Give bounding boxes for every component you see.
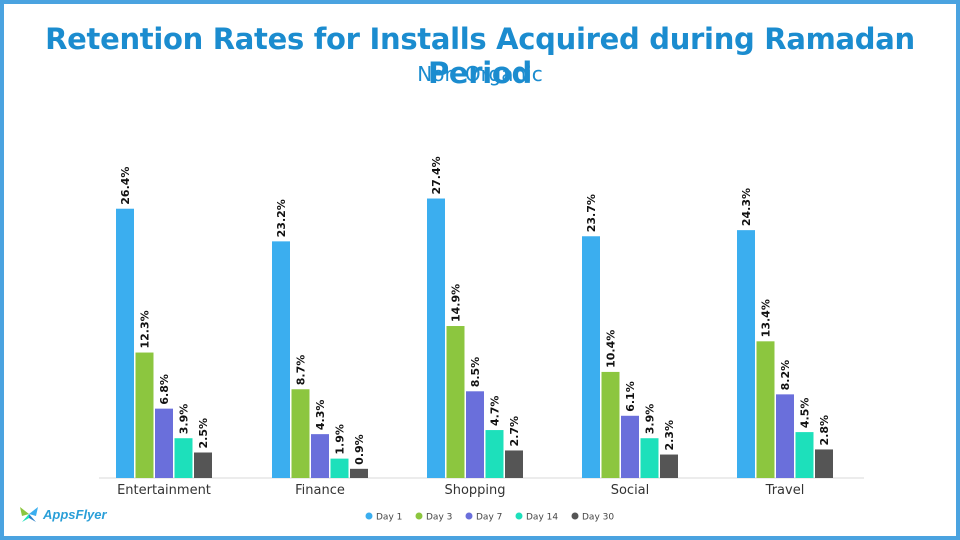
category-label: Entertainment	[117, 483, 211, 498]
legend-label: Day 1	[376, 513, 402, 523]
bar	[272, 241, 290, 478]
data-label: 27.4%	[430, 156, 443, 194]
data-label: 6.1%	[624, 381, 637, 412]
data-label: 1.9%	[334, 424, 347, 455]
bar	[505, 450, 523, 478]
bar	[194, 452, 212, 478]
chart-title: Retention Rates for Installs Acquired du…	[45, 22, 915, 90]
data-label: 8.5%	[469, 357, 482, 388]
bar	[756, 341, 775, 478]
data-label: 8.2%	[779, 360, 792, 391]
data-label: 26.4%	[119, 167, 132, 205]
bar	[311, 434, 329, 478]
bar	[640, 438, 659, 478]
bar	[485, 430, 504, 478]
data-label: 24.3%	[740, 188, 753, 226]
legend-label: Day 7	[476, 513, 502, 523]
slide: Retention Rates for Installs Acquired du…	[4, 4, 956, 536]
data-label: 23.2%	[275, 199, 288, 237]
bar	[330, 458, 349, 478]
data-label: 2.5%	[197, 418, 210, 449]
legend-label: Day 30	[582, 513, 614, 523]
legend-marker	[465, 512, 473, 520]
bar	[466, 391, 484, 478]
data-label: 10.4%	[605, 330, 618, 368]
data-label: 23.7%	[585, 194, 598, 232]
data-label: 14.9%	[450, 284, 463, 322]
data-label: 8.7%	[295, 355, 308, 386]
category-label: Finance	[295, 483, 345, 498]
legend-marker	[571, 512, 579, 520]
legend-label: Day 14	[526, 513, 558, 523]
category-label: Social	[611, 483, 650, 498]
appsflyer-logo-text: AppsFlyer	[43, 506, 107, 522]
appsflyer-logo-icon	[20, 507, 38, 522]
bar	[155, 408, 173, 478]
bar	[795, 432, 814, 478]
bar	[350, 468, 368, 478]
bar	[660, 454, 678, 478]
bar	[174, 438, 193, 478]
bar	[621, 415, 639, 478]
bar	[601, 371, 620, 478]
data-label: 12.3%	[139, 310, 152, 348]
data-label: 4.5%	[799, 398, 812, 429]
bar	[582, 236, 600, 478]
data-label: 3.9%	[178, 404, 191, 435]
data-label: 0.9%	[353, 434, 366, 465]
bar	[776, 394, 794, 478]
data-label: 2.3%	[663, 420, 676, 451]
bar	[446, 326, 465, 478]
data-label: 13.4%	[760, 299, 773, 337]
category-label: Shopping	[444, 483, 505, 498]
bar	[135, 352, 154, 478]
data-label: 2.7%	[508, 416, 521, 447]
legend-label: Day 3	[426, 513, 452, 523]
bar	[116, 208, 134, 478]
data-label: 3.9%	[644, 404, 657, 435]
data-label: 4.7%	[489, 396, 502, 427]
bar	[427, 198, 445, 478]
legend-marker	[365, 512, 373, 520]
legend-marker	[415, 512, 423, 520]
bar	[737, 230, 755, 478]
data-label: 4.3%	[314, 400, 327, 431]
chart-subtitle: Non-Organic	[417, 62, 543, 86]
bar	[815, 449, 833, 478]
appsflyer-logo: AppsFlyer	[18, 504, 107, 524]
category-label: Travel	[765, 483, 805, 498]
legend-marker	[515, 512, 523, 520]
data-label: 2.8%	[818, 415, 831, 446]
bar-chart: 26.4% 12.3% 6.8% 3.9% 2.5% Entertainment 23.2%…	[99, 156, 864, 523]
data-label: 6.8%	[158, 374, 171, 405]
bar	[291, 389, 310, 478]
